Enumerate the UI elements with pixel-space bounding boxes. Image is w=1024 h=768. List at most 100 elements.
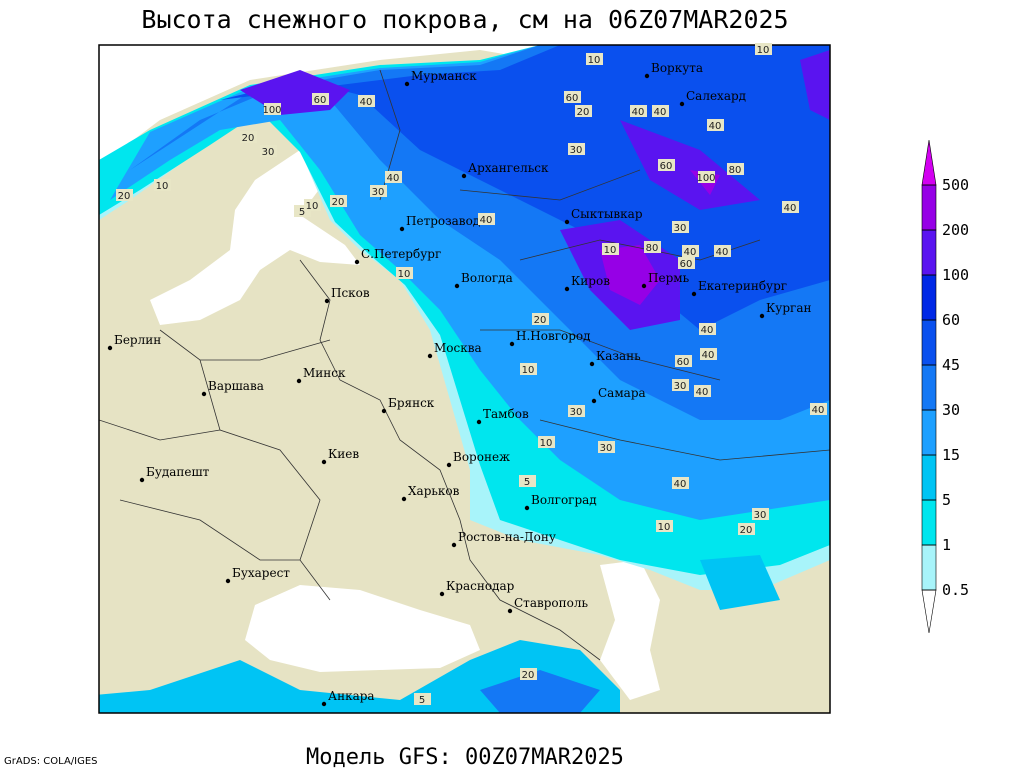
contour-label-bg — [116, 189, 133, 201]
contour-label: 30 — [600, 443, 613, 454]
contour-label: 40 — [784, 203, 797, 214]
city-label: Берлин — [114, 333, 161, 347]
contour-label-bg — [568, 405, 585, 417]
snow-200 — [600, 170, 720, 305]
arctic-sea — [99, 45, 830, 160]
contour-label: 5 — [419, 695, 425, 706]
city-dot — [679, 101, 685, 107]
contour-label: 60 — [660, 161, 673, 172]
contour-label-bg — [304, 199, 321, 211]
colorbar-label: 45 — [942, 356, 960, 374]
city-label: Екатеринбург — [698, 279, 787, 293]
colorbar-band — [921, 544, 937, 591]
contour-label-bg — [727, 163, 744, 175]
city-label: Архангельск — [468, 161, 549, 175]
city-dot — [107, 345, 113, 351]
contour-label: 10 — [156, 181, 169, 192]
baltic-sea — [150, 150, 360, 325]
contour-label: 20 — [118, 191, 131, 202]
contour-label: 10 — [540, 438, 553, 449]
contour-label-bg — [358, 95, 375, 107]
contour-label-bg — [240, 131, 257, 143]
contour-label: 80 — [729, 165, 742, 176]
contour-label-bg — [330, 195, 347, 207]
colorbar-high — [921, 139, 937, 186]
city-dot — [507, 608, 513, 614]
contour-label: 10 — [757, 45, 770, 56]
city-dot — [399, 226, 405, 232]
contour-label-bg — [154, 179, 171, 191]
contour-label-bg — [672, 477, 689, 489]
contour-label-bg — [694, 385, 711, 397]
contour-label: 30 — [570, 145, 583, 156]
city-dot — [439, 591, 445, 597]
colorbar-band — [921, 454, 937, 501]
contour-label: 100 — [696, 173, 715, 184]
map — [99, 45, 830, 713]
city-dot — [759, 313, 765, 319]
city-dot — [641, 283, 647, 289]
contour-label-bg — [652, 105, 669, 117]
city-label: Самара — [598, 386, 646, 400]
colorbar-label: 0.5 — [942, 581, 969, 599]
city-dot — [225, 578, 231, 584]
colorbar-label: 200 — [942, 221, 969, 239]
contour-label-bg — [260, 145, 277, 157]
colorbar-band — [921, 274, 937, 321]
contour-label-bg — [478, 213, 495, 225]
contour-label-bg — [586, 53, 603, 65]
city-label: Тамбов — [483, 407, 529, 421]
city-label: Анкара — [328, 689, 375, 703]
city-dot — [564, 219, 570, 225]
contour-label: 40 — [684, 247, 697, 258]
city-label: Петрозаводск — [406, 214, 495, 228]
colorbar-band — [921, 364, 937, 411]
city-dot — [321, 459, 327, 465]
contour-label: 60 — [566, 93, 579, 104]
contour-label-bg — [370, 185, 387, 197]
city-label: Киев — [328, 447, 359, 461]
city-label: Москва — [434, 341, 482, 355]
colorbar-label: 60 — [942, 311, 960, 329]
contour-label: 10 — [306, 201, 319, 212]
colorbar-low — [921, 589, 937, 634]
contour-label-bg — [658, 159, 675, 171]
contour-label: 5 — [299, 207, 305, 218]
contour-label: 10 — [604, 245, 617, 256]
contour-label-bg — [575, 105, 592, 117]
contour-label-bg — [568, 143, 585, 155]
colorbar-band — [921, 319, 937, 366]
city-label: Харьков — [408, 484, 460, 498]
contour-label-bg — [264, 103, 281, 115]
city-dot — [446, 462, 452, 468]
contour-label: 30 — [570, 407, 583, 418]
colorbar-label: 500 — [942, 176, 969, 194]
contour-label-bg — [538, 436, 555, 448]
contour-label-bg — [656, 520, 673, 532]
caspian-sea — [600, 560, 660, 700]
contour-label-bg — [414, 693, 431, 705]
contour-label: 40 — [701, 325, 714, 336]
contour-label: 60 — [314, 95, 327, 106]
contour-label: 20 — [740, 525, 753, 536]
city-label: Казань — [596, 349, 641, 363]
city-label: Мурманск — [411, 69, 477, 83]
contour-label-bg — [312, 93, 329, 105]
city-dot — [381, 408, 387, 414]
contour-label-bg — [630, 105, 647, 117]
city-label: С.Петербург — [361, 247, 441, 261]
colorbar-band — [921, 229, 937, 276]
contour-label: 40 — [696, 387, 709, 398]
city-dot — [354, 259, 360, 265]
contour-label: 40 — [716, 247, 729, 258]
contour-label: 30 — [754, 510, 767, 521]
colorbar-band — [921, 409, 937, 456]
city-label: Пермь — [648, 271, 690, 285]
contour-label: 40 — [387, 173, 400, 184]
contour-label-bg — [519, 475, 536, 487]
contour-label-bg — [738, 523, 755, 535]
contour-label-bg — [678, 257, 695, 269]
city-label: Псков — [331, 286, 370, 300]
city-label: Воронеж — [453, 450, 510, 464]
